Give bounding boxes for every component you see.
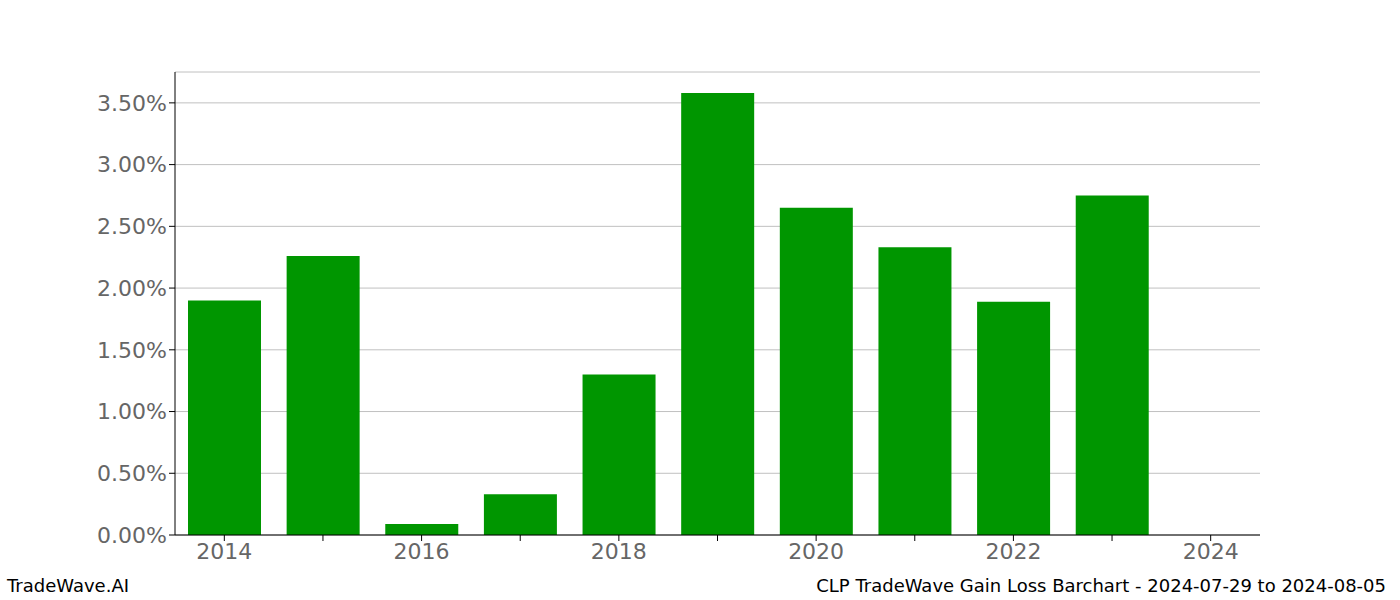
svg-text:2016: 2016 [394,539,450,564]
svg-text:0.50%: 0.50% [97,461,167,486]
svg-text:1.00%: 1.00% [97,399,167,424]
svg-text:3.50%: 3.50% [97,91,167,116]
svg-text:2.00%: 2.00% [97,276,167,301]
svg-text:1.50%: 1.50% [97,338,167,363]
svg-text:2024: 2024 [1183,539,1239,564]
svg-text:2018: 2018 [591,539,647,564]
svg-text:2022: 2022 [985,539,1041,564]
html-text:CLP TradeWave Gain Loss Barcha: CLP TradeWave Gain Loss Barchart - 2024-… [816,575,1386,596]
svg-text:2014: 2014 [196,539,252,564]
svg-text:3.00%: 3.00% [97,152,167,177]
svg-text:2020: 2020 [788,539,844,564]
svg-text:2.50%: 2.50% [97,214,167,239]
svg-text:0.00%: 0.00% [97,523,167,548]
html-text:TradeWave.AI: TradeWave.AI [7,575,129,596]
